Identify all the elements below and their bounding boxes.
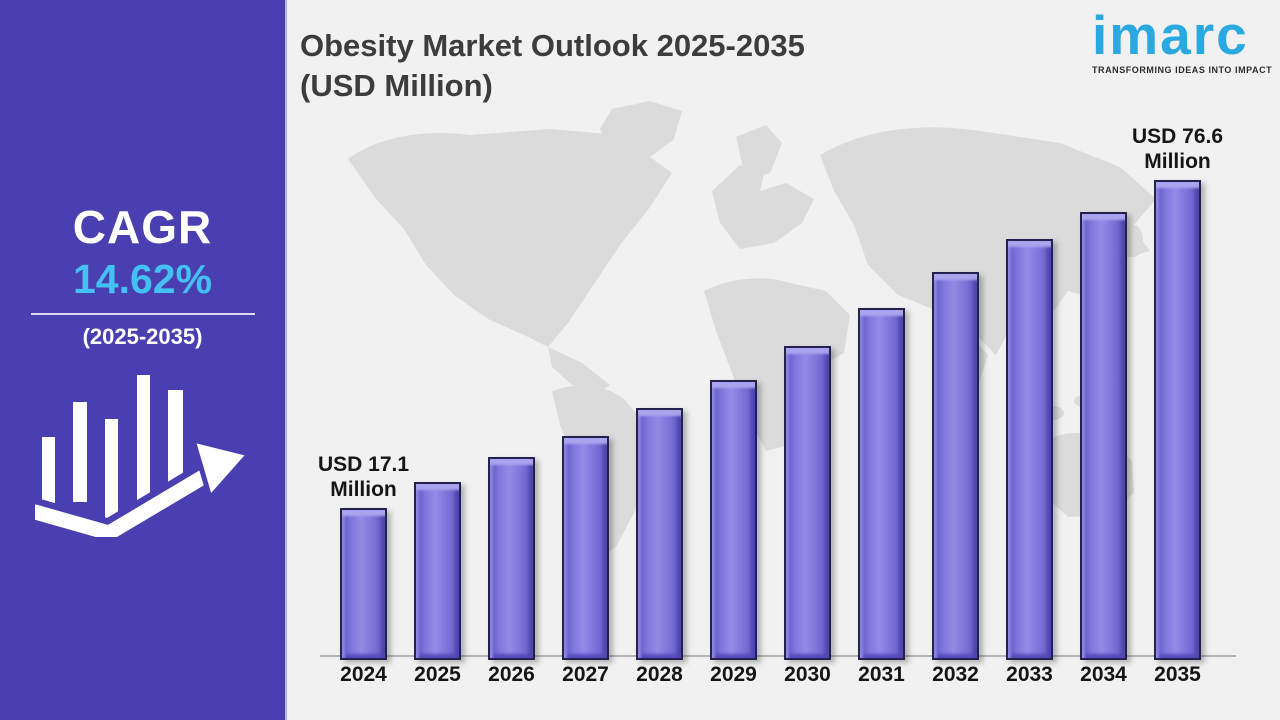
imarc-tagline: TRANSFORMING IDEAS INTO IMPACT (1092, 65, 1273, 75)
imarc-wordmark: imarc (1092, 4, 1249, 66)
bar-value-label-2024: USD 17.1 Million (317, 453, 410, 501)
page-title-line1: Obesity Market Outlook 2025-2035 (300, 28, 805, 63)
x-axis-label-2029: 2029 (710, 663, 757, 686)
bar-value-label-2035: USD 76.6 Million (1131, 125, 1224, 173)
x-axis-label-2033: 2033 (1006, 663, 1053, 686)
x-axis-label-2031: 2031 (858, 663, 905, 686)
imarc-logo: imarc TRANSFORMING IDEAS INTO IMPACT (1092, 6, 1272, 75)
x-axis-label-2024: 2024 (340, 663, 387, 686)
world-map-background (348, 101, 1156, 555)
bar-2032 (932, 272, 979, 660)
bar-2030 (784, 346, 831, 660)
x-axis-label-2030: 2030 (784, 663, 831, 686)
x-axis-label-2027: 2027 (562, 663, 609, 686)
bar-2027 (562, 436, 609, 660)
x-axis-label-2032: 2032 (932, 663, 979, 686)
x-axis-label-2025: 2025 (414, 663, 461, 686)
bar-2025 (414, 482, 461, 660)
bar-2031 (858, 308, 905, 660)
cagr-label: CAGR (72, 201, 213, 253)
sidebar-divider (30, 313, 255, 315)
page-title-line2: (USD Million) (300, 68, 493, 103)
bar-2029 (710, 380, 757, 660)
cagr-period: (2025-2035) (82, 324, 203, 349)
x-axis-label-2026: 2026 (488, 663, 535, 686)
cagr-value: 14.62% (72, 256, 213, 302)
bar-chart: 2024 USD 17.1 Million 2025 2026 2027 2028 2029… (318, 95, 1250, 720)
x-axis-label-2028: 2028 (636, 663, 683, 686)
x-axis-line (320, 655, 1236, 657)
bar-2026 (488, 457, 535, 660)
x-axis-label-2035: 2035 (1154, 663, 1201, 686)
growth-chart-arrow-icon (35, 375, 250, 537)
cagr-sidebar: CAGR 14.62% (2025-2035) (0, 0, 287, 720)
bar-2024 (340, 508, 387, 660)
bar-2034 (1080, 212, 1127, 660)
x-axis-label-2034: 2034 (1080, 663, 1127, 686)
page-title: Obesity Market Outlook 2025-2035 (USD Mi… (300, 26, 960, 106)
bar-2028 (636, 408, 683, 660)
bar-2033 (1006, 239, 1053, 660)
bar-2035 (1154, 180, 1201, 660)
